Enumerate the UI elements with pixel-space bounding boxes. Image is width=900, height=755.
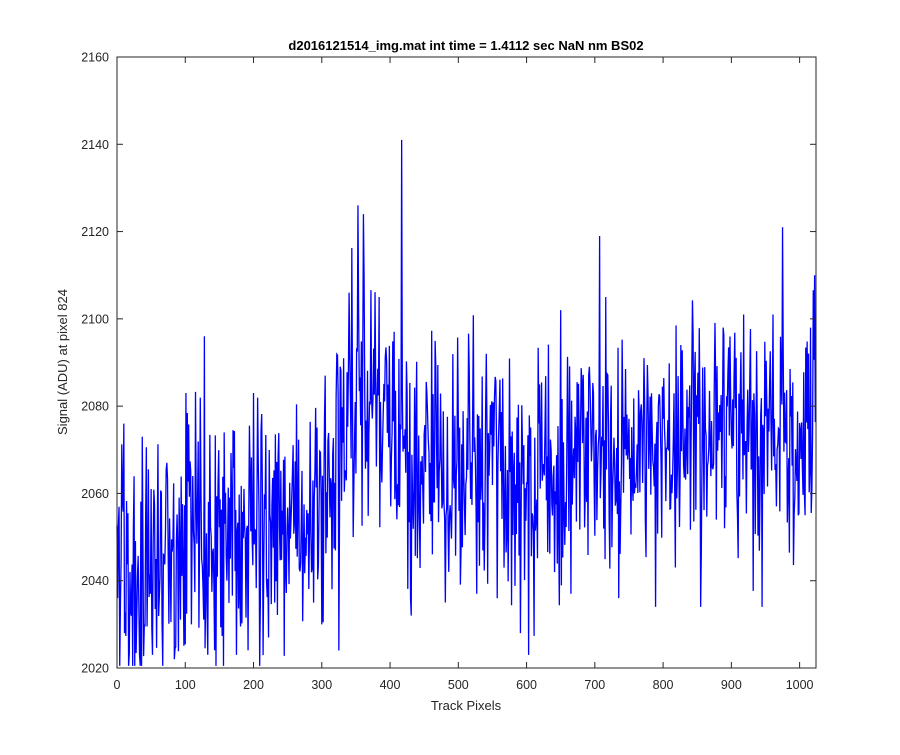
x-tick-label: 300: [311, 678, 332, 692]
x-axis: 0 100 200 300 400 500 600 700 800 900 1000: [114, 57, 814, 692]
x-tick-label: 200: [243, 678, 264, 692]
y-tick-label: 2160: [81, 51, 109, 65]
y-axis: 2020 2040 2060 2080 2100 2120 2140 2160: [81, 51, 816, 676]
y-tick-label: 2040: [81, 574, 109, 588]
x-tick-label: 800: [653, 678, 674, 692]
signal-series-line: [116, 139, 816, 666]
x-axis-label: Track Pixels: [431, 698, 502, 713]
y-axis-label: Signal (ADU) at pixel 824: [55, 289, 70, 435]
x-tick-label: 900: [721, 678, 742, 692]
x-tick-label: 1000: [786, 678, 814, 692]
axes-box: [116, 56, 817, 669]
x-tick-label: 100: [175, 678, 196, 692]
y-tick-label: 2060: [81, 487, 109, 501]
y-tick-label: 2120: [81, 225, 109, 239]
y-tick-label: 2080: [81, 400, 109, 414]
x-tick-label: 700: [584, 678, 605, 692]
y-tick-label: 2020: [81, 662, 109, 676]
chart-title: d2016121514_img.mat int time = 1.4112 se…: [288, 38, 643, 53]
x-tick-label: 600: [516, 678, 537, 692]
x-tick-label: 500: [448, 678, 469, 692]
series-layer: [116, 139, 816, 666]
y-tick-label: 2100: [81, 312, 109, 326]
x-tick-label: 400: [380, 678, 401, 692]
y-tick-label: 2140: [81, 138, 109, 152]
x-tick-label: 0: [114, 678, 121, 692]
